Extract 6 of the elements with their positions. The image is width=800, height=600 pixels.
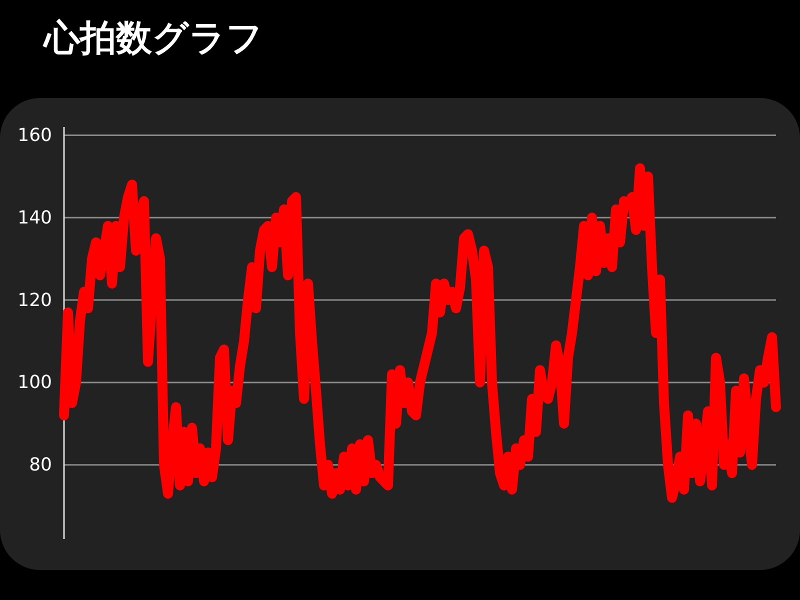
y-tick-label: 100 [18,372,52,394]
chart-title: 心拍数グラフ [42,18,263,59]
y-tick-label: 120 [18,290,52,311]
y-tick-label: 80 [29,454,52,476]
y-tick-label: 140 [18,207,52,228]
y-tick-label: 160 [18,125,52,146]
